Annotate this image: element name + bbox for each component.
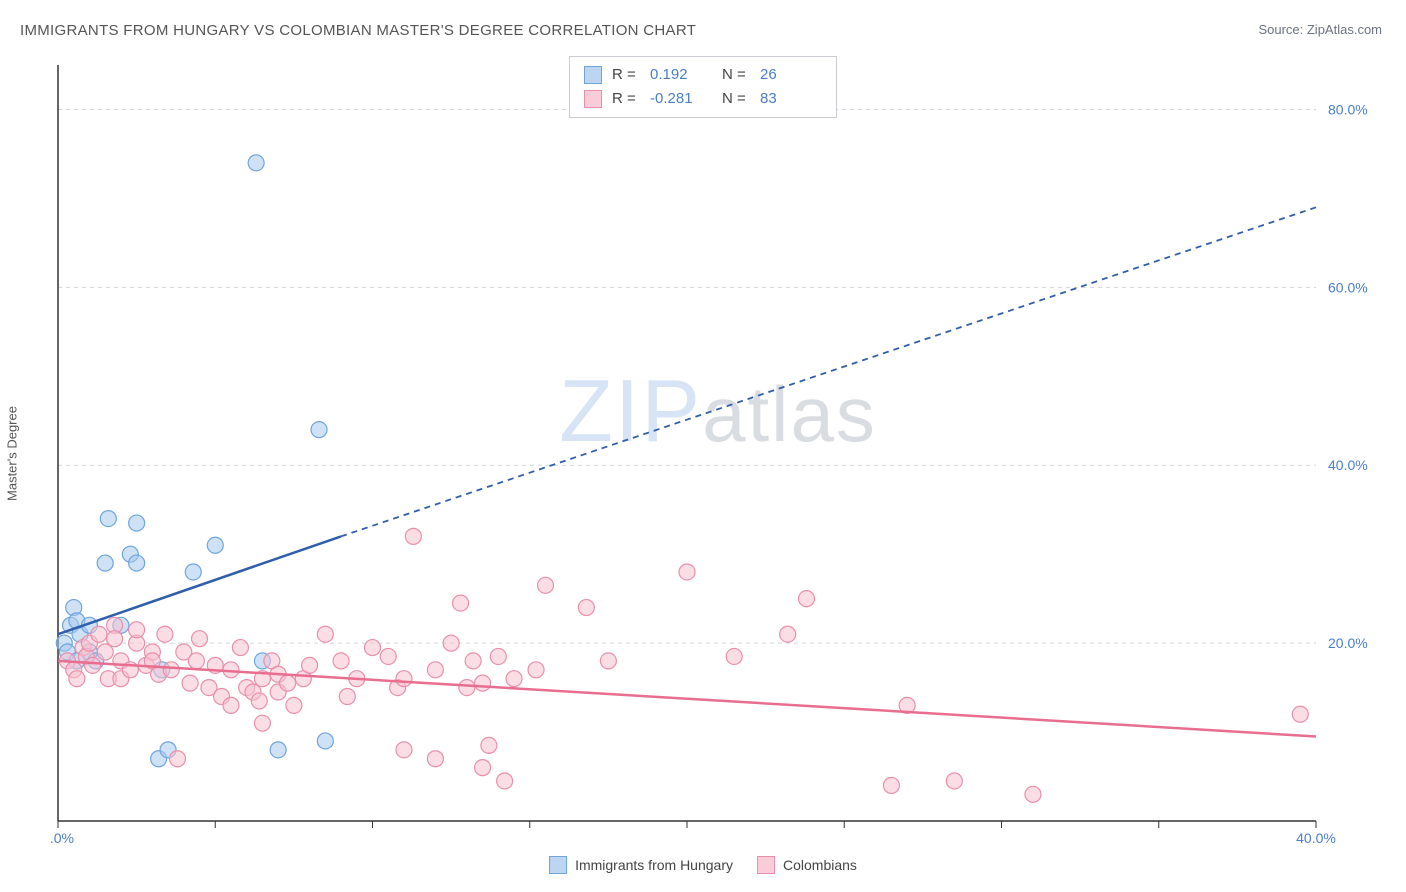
legend-r-label: R = [612,63,640,87]
svg-text:40.0%: 40.0% [1328,457,1368,473]
scatter-point [726,648,742,664]
series-legend-label: Immigrants from Hungary [575,857,733,873]
scatter-point [339,688,355,704]
scatter-point [302,657,318,673]
scatter-point [427,751,443,767]
scatter-point [380,648,396,664]
series-legend-item: Colombians [757,856,857,874]
svg-text:20.0%: 20.0% [1328,635,1368,651]
scatter-point [443,635,459,651]
scatter-point [248,155,264,171]
scatter-point [427,662,443,678]
scatter-point [69,671,85,687]
scatter-point [679,564,695,580]
series-legend-item: Immigrants from Hungary [549,856,733,874]
scatter-point [270,742,286,758]
svg-text:80.0%: 80.0% [1328,101,1368,117]
svg-text:0.0%: 0.0% [50,830,74,846]
scatter-point [85,657,101,673]
scatter-point [254,715,270,731]
scatter-point [528,662,544,678]
scatter-point [453,595,469,611]
scatter-point [578,600,594,616]
trend-extrapolation [341,207,1316,536]
series-legend: Immigrants from Hungary Colombians [549,856,857,874]
trend-line [58,661,1316,737]
scatter-point [600,653,616,669]
correlation-legend: R = 0.192 N = 26 R = -0.281 N = 83 [569,56,837,118]
scatter-point [780,626,796,642]
legend-row: R = 0.192 N = 26 [584,63,822,87]
scatter-point [799,591,815,607]
scatter-point [129,622,145,638]
scatter-point [100,511,116,527]
legend-row: R = -0.281 N = 83 [584,87,822,111]
scatter-point [129,515,145,531]
trend-line [58,536,341,634]
scatter-point [207,537,223,553]
scatter-point [97,644,113,660]
scatter-point [1025,786,1041,802]
scatter-point [317,733,333,749]
scatter-point [537,577,553,593]
scatter-point [163,662,179,678]
scatter-point [280,675,296,691]
legend-n-label: N = [722,87,750,111]
scatter-point [188,653,204,669]
scatter-point [396,671,412,687]
scatter-point [475,760,491,776]
svg-text:40.0%: 40.0% [1296,830,1336,846]
scatter-point [946,773,962,789]
scatter-point [286,697,302,713]
scatter-point [506,671,522,687]
legend-n-value: 26 [760,63,822,87]
scatter-point [1292,706,1308,722]
scatter-point [185,564,201,580]
scatter-point [481,737,497,753]
y-axis-label: Master's Degree [5,406,20,501]
scatter-point [251,693,267,709]
scatter-point [317,626,333,642]
legend-n-label: N = [722,63,750,87]
scatter-point [223,697,239,713]
svg-text:60.0%: 60.0% [1328,279,1368,295]
legend-swatch [549,856,567,874]
scatter-point [475,675,491,691]
scatter-point [490,648,506,664]
legend-n-value: 83 [760,87,822,111]
legend-swatch [757,856,775,874]
scatter-point [170,751,186,767]
chart-plot-area: ZIPatlas 20.0%40.0%60.0%80.0%0.0%40.0% [50,55,1386,847]
scatter-point [405,528,421,544]
series-legend-label: Colombians [783,857,857,873]
scatter-point [883,777,899,793]
legend-r-value: -0.281 [650,87,712,111]
scatter-point [129,555,145,571]
scatter-point [311,422,327,438]
scatter-point [97,555,113,571]
scatter-point [232,640,248,656]
chart-title: IMMIGRANTS FROM HUNGARY VS COLOMBIAN MAS… [20,22,696,39]
scatter-plot-svg: 20.0% 40.0% 60.0% 80.0% 0.0% 40.0% [50,55,1386,847]
scatter-point [333,653,349,669]
legend-r-label: R = [612,87,640,111]
scatter-point [365,640,381,656]
scatter-point [91,626,107,642]
scatter-point [497,773,513,789]
legend-swatch [584,90,602,108]
legend-r-value: 0.192 [650,63,712,87]
scatter-point [157,626,173,642]
scatter-point [465,653,481,669]
legend-swatch [584,66,602,84]
scatter-point [396,742,412,758]
scatter-point [182,675,198,691]
scatter-point [107,631,123,647]
scatter-point [192,631,208,647]
scatter-point [459,680,475,696]
source-attribution: Source: ZipAtlas.com [1258,22,1382,37]
